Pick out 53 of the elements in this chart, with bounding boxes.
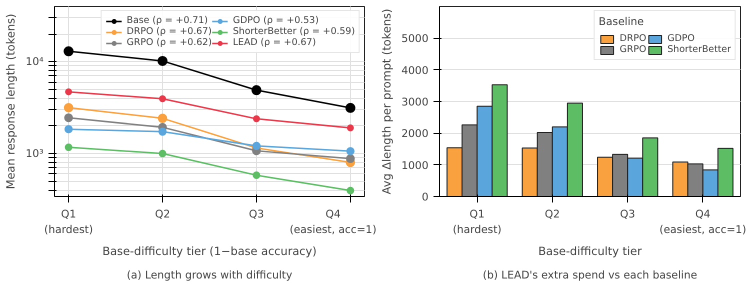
x-tick-label: Q4 (easiest, acc=1) (659, 208, 746, 236)
text: (a) Length grows with difficulty (126, 268, 292, 282)
x-axis-title: Base-difficulty tier (538, 244, 642, 258)
x-tick-label: Q3 (620, 208, 636, 220)
x-axis-title: Base-difficulty tier (1−base accuracy) (102, 244, 317, 258)
legend-label: ShorterBetter (667, 44, 731, 55)
x-tick-label: Q2 (544, 208, 560, 220)
legend-label: LEAD (ρ = +0.67) (232, 37, 316, 48)
y-tick-label: 10³ (26, 147, 44, 160)
point (158, 128, 167, 136)
point (346, 154, 355, 163)
x-tick-label: Q1 (hardest) (44, 208, 94, 236)
x-tick-label: Q2 (154, 208, 170, 220)
point (158, 56, 168, 66)
legend-label: DRPO (ρ = +0.67) (126, 26, 212, 37)
legend-label: DRPO (620, 33, 646, 44)
point (65, 88, 72, 96)
legend-label: GDPO (ρ = +0.53) (232, 15, 319, 26)
legend-label: GRPO (ρ = +0.62) (126, 37, 212, 48)
legend-title: Baseline (598, 15, 645, 28)
y-axis-title: Mean response length (tokens) (4, 14, 18, 190)
y-tick-label: 5000 (401, 32, 429, 46)
y-tick-label: 10⁴ (26, 55, 44, 68)
point (346, 124, 354, 132)
y-tick-label: 0 (422, 190, 429, 204)
legend-label: Base (ρ = +0.71) (126, 15, 208, 26)
x-tick-label: Q4 (easiest, acc=1) (290, 208, 377, 236)
point (158, 114, 168, 123)
point (251, 85, 262, 96)
x-tick-label: Q3 (248, 208, 264, 220)
point (346, 147, 355, 156)
point (252, 115, 260, 122)
point (64, 125, 73, 134)
point (159, 95, 166, 102)
point (64, 143, 72, 152)
point (158, 150, 166, 158)
y-tick-label: 2000 (401, 127, 429, 140)
point (252, 171, 260, 180)
y-axis-title: Avg Δlength per prompt (tokens) (379, 8, 394, 194)
point (64, 113, 73, 122)
point (64, 102, 74, 112)
point (345, 102, 356, 113)
y-tick-label: 1000 (401, 158, 429, 172)
point (252, 142, 261, 150)
text: (b) LEAD's extra spend vs each baseline (482, 268, 698, 282)
point (346, 186, 354, 194)
y-tick-label: 3000 (401, 96, 429, 108)
point (64, 46, 74, 56)
x-tick-label: Q1 (hardest) (452, 208, 502, 236)
y-tick-label: 4000 (401, 64, 429, 77)
legend-label: GDPO (667, 33, 695, 44)
legend-label: ShorterBetter (ρ = +0.59) (232, 26, 355, 37)
legend-label: GRPO (620, 44, 646, 55)
